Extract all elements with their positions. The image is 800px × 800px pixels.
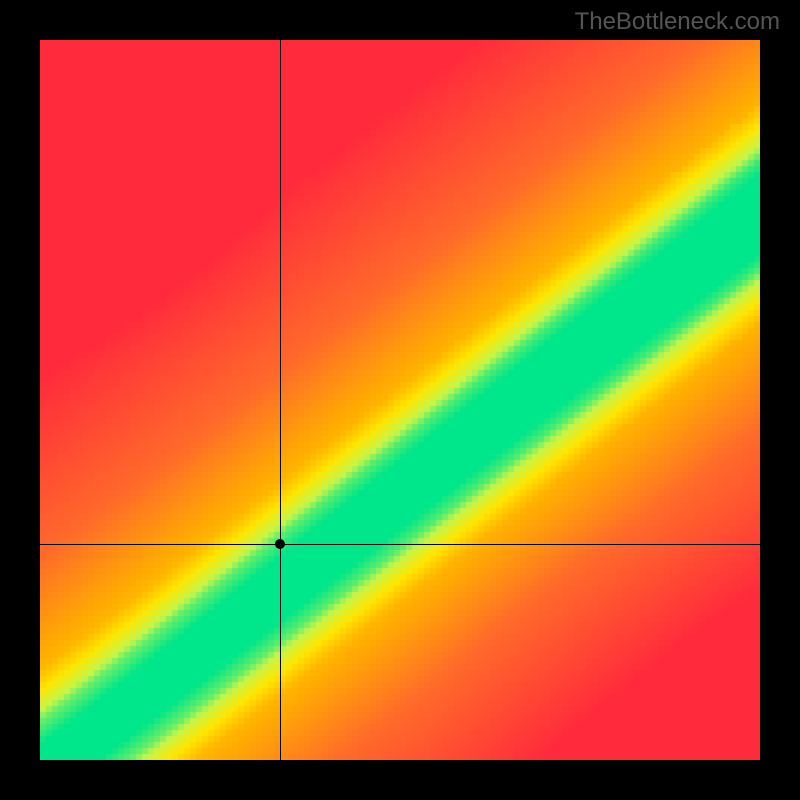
heatmap-canvas (40, 40, 760, 760)
crosshair-horizontal (40, 544, 760, 545)
plot-area (40, 40, 760, 760)
marker-dot (275, 539, 285, 549)
chart-container: TheBottleneck.com (0, 0, 800, 800)
watermark-text: TheBottleneck.com (575, 8, 780, 36)
crosshair-vertical (280, 40, 281, 760)
